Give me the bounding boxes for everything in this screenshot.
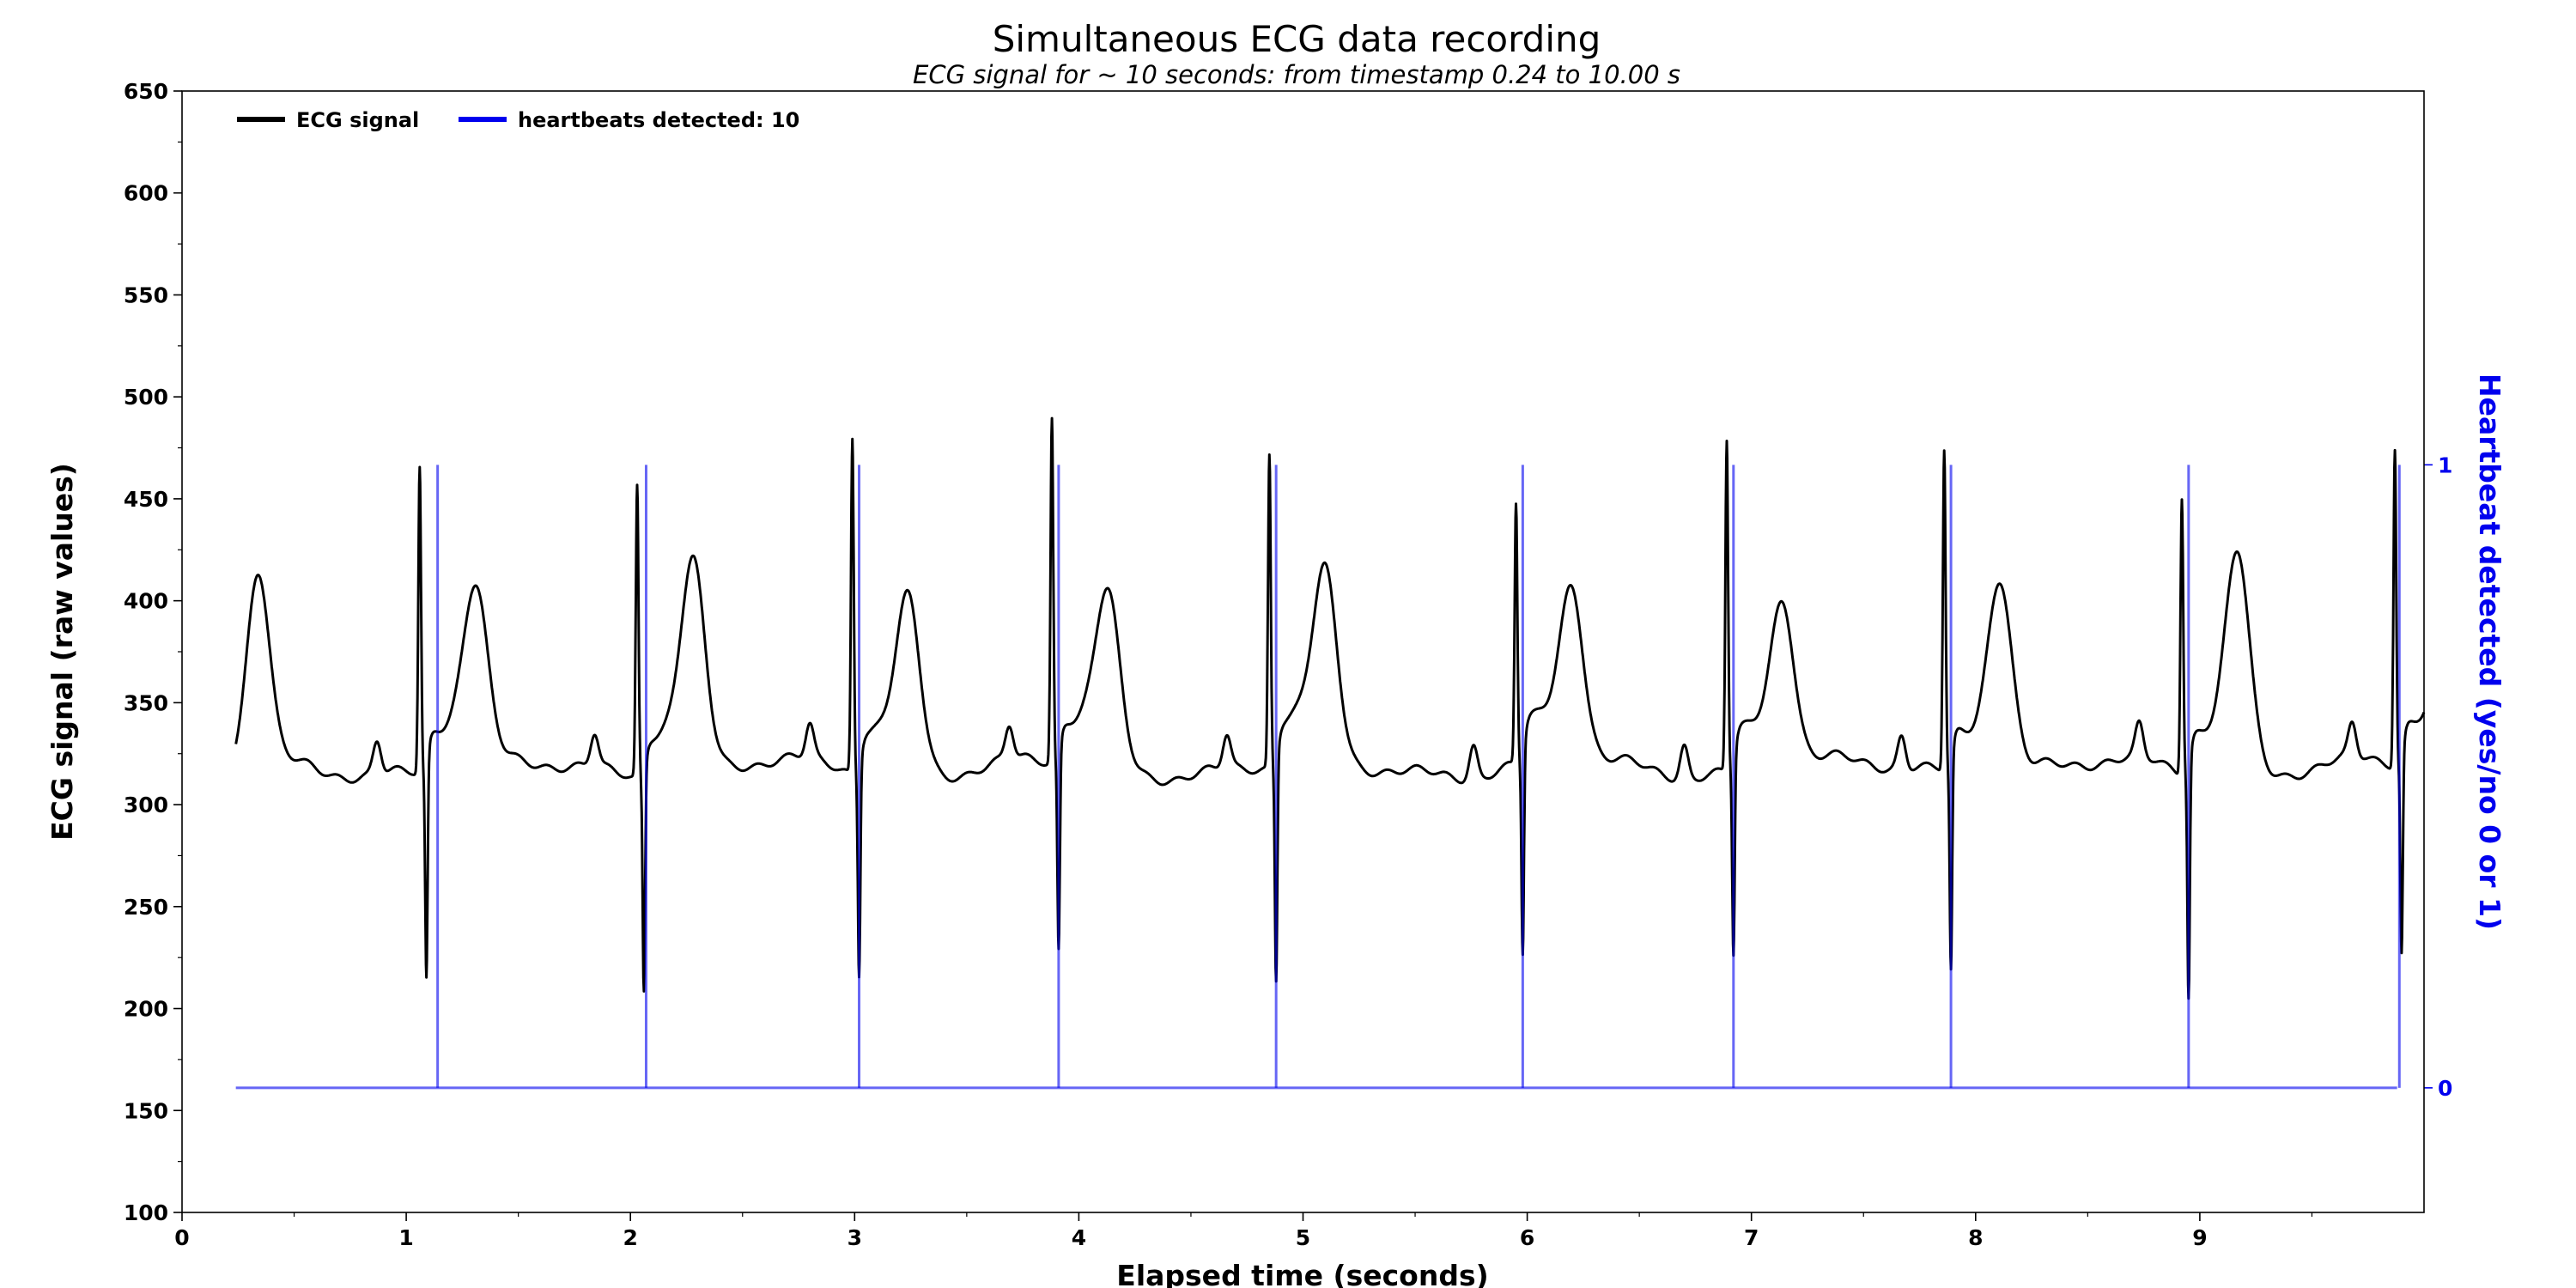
ecg-signal-line	[234, 416, 2426, 1000]
y-tick-label: 200	[124, 997, 168, 1022]
y-tick-label: 400	[124, 589, 168, 614]
x-axis: 0 1 2 3 4 5 6 7 8 9	[174, 1212, 2313, 1250]
y-right-tick-label: 0	[2438, 1076, 2452, 1101]
legend-label-heartbeats: heartbeats detected: 10	[518, 108, 799, 132]
plot-area	[234, 416, 2426, 1090]
x-tick-label: 5	[1296, 1225, 1310, 1250]
x-tick-label: 1	[398, 1225, 413, 1250]
y-axis-right-label: Heartbeat detected (yes/no 0 or 1)	[2473, 374, 2506, 930]
y-right-tick-label: 1	[2438, 453, 2452, 477]
x-tick-label: 8	[1968, 1225, 1983, 1250]
x-axis-label: Elapsed time (seconds)	[1116, 1259, 1488, 1288]
chart-title: Simultaneous ECG data recording	[993, 18, 1601, 60]
y-tick-label: 100	[124, 1200, 168, 1225]
x-tick-label: 9	[2192, 1225, 2207, 1250]
x-tick-label: 2	[623, 1225, 637, 1250]
x-tick-label: 6	[1520, 1225, 1534, 1250]
plot-frame	[181, 90, 2425, 1213]
y-tick-label: 450	[124, 487, 168, 512]
chart-subtitle: ECG signal for ~ 10 seconds: from timest…	[913, 60, 1680, 89]
y-tick-label: 500	[124, 385, 168, 410]
y-axis-left: 100 150 200 250 300 350 400 450 500 550 600 650	[124, 79, 182, 1225]
legend: ECG signal heartbeats detected: 10	[237, 108, 799, 132]
y-tick-label: 550	[124, 283, 168, 307]
y-axis-right: 01	[2424, 453, 2452, 1101]
y-axis-label: ECG signal (raw values)	[46, 463, 79, 841]
x-tick-label: 3	[848, 1225, 862, 1250]
x-tick-label: 7	[1744, 1225, 1759, 1250]
y-tick-label: 600	[124, 181, 168, 206]
x-tick-label: 0	[174, 1225, 189, 1250]
y-tick-label: 350	[124, 690, 168, 715]
y-tick-label: 650	[124, 79, 168, 104]
legend-label-ecg: ECG signal	[296, 108, 419, 132]
y-tick-label: 150	[124, 1098, 168, 1123]
y-tick-label: 250	[124, 895, 168, 920]
y-tick-label: 300	[124, 793, 168, 817]
x-tick-label: 4	[1072, 1225, 1086, 1250]
